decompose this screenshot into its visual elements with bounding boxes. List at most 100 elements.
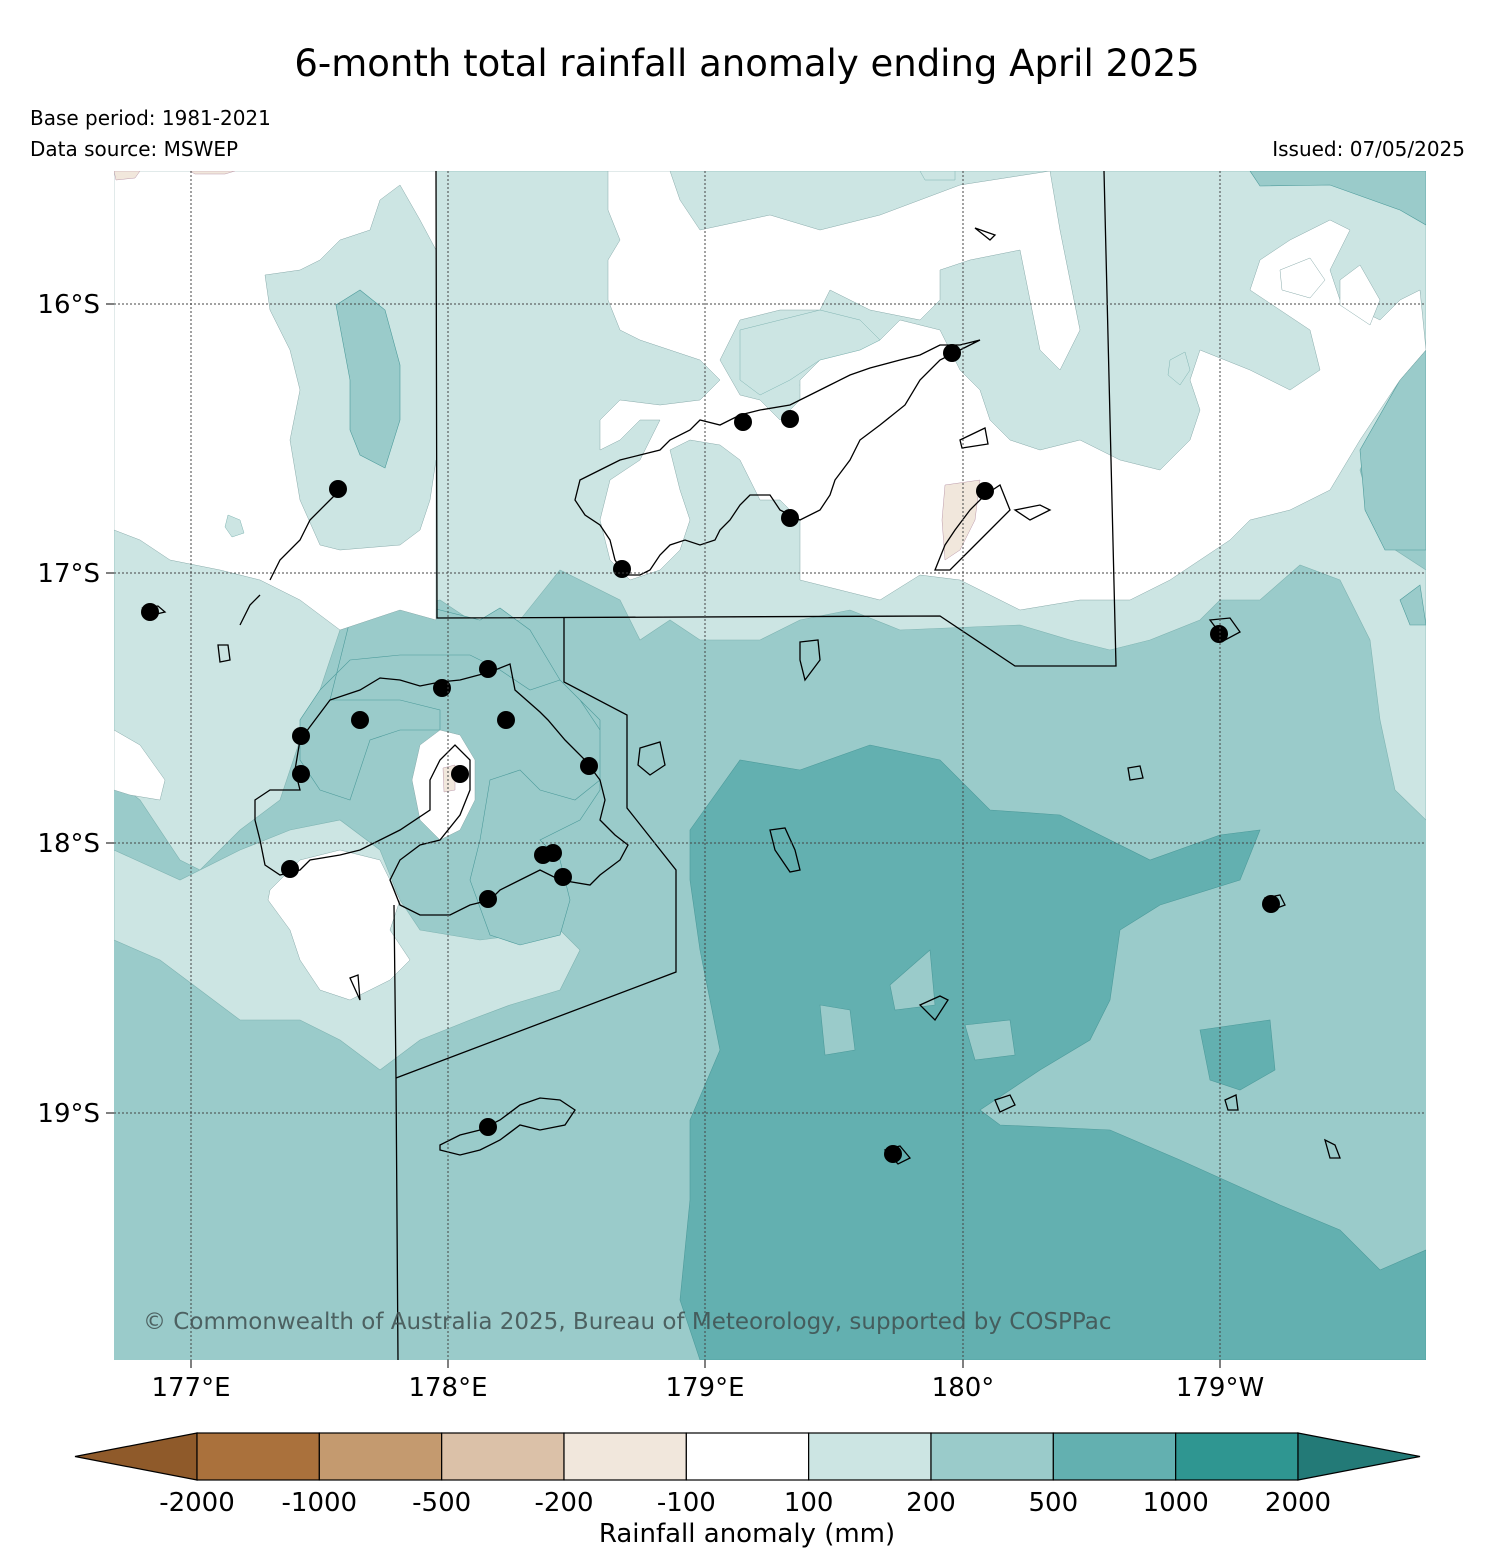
- band-200-500-viti: [299, 604, 601, 946]
- axis-labels: 16°S 17°S 18°S 19°S 177°E 178°E 179°E 18…: [37, 290, 1264, 1403]
- band-negative-patch: [941, 479, 981, 561]
- colorbar: [74, 1432, 1421, 1481]
- station-marker: [554, 868, 572, 886]
- station-marker: [451, 765, 469, 783]
- band-100-200-north-patch: [739, 309, 881, 396]
- band-neutral-east: [1279, 257, 1326, 299]
- station-marker: [479, 890, 497, 908]
- station-marker: [281, 860, 299, 878]
- station-markers: [141, 344, 1280, 1163]
- colorbar-segment: [930, 1432, 1054, 1481]
- station-marker: [781, 410, 799, 428]
- station-marker: [544, 844, 562, 862]
- colorbar-tick-label: -1000: [282, 1488, 358, 1518]
- station-marker: [497, 711, 515, 729]
- station-marker: [329, 480, 347, 498]
- lon-label: 178°E: [408, 1373, 487, 1403]
- copyright-text: © Commonwealth of Australia 2025, Bureau…: [143, 1309, 1112, 1335]
- colorbar-segment: [1175, 1432, 1299, 1481]
- band-200-500-island: [889, 949, 936, 1011]
- colorbar-extend-high: [1297, 1432, 1421, 1481]
- coast-islet: [1013, 504, 1052, 521]
- band-neutral-nw: [114, 171, 437, 631]
- band-100-200-north-patch2: [919, 171, 956, 181]
- station-marker: [943, 344, 961, 362]
- colorbar-tick-label: 1000: [1143, 1488, 1209, 1518]
- colorbar-tick-label: -2000: [159, 1488, 235, 1518]
- station-marker: [613, 560, 631, 578]
- coast-islet: [217, 644, 231, 663]
- colorbar-segment: [808, 1432, 932, 1481]
- station-marker: [580, 757, 598, 775]
- colorbar-segment: [685, 1432, 810, 1481]
- colorbar-tick-label: 2000: [1265, 1488, 1331, 1518]
- station-marker: [292, 727, 310, 745]
- station-marker: [479, 1118, 497, 1136]
- colorbar-segment: [563, 1432, 687, 1481]
- colorbar-tick-label: -500: [412, 1488, 471, 1518]
- boundary-west: [393, 904, 399, 1360]
- station-marker: [884, 1145, 902, 1163]
- band-neutral-east2: [1339, 264, 1381, 326]
- colorbar-segment: [1052, 1432, 1177, 1481]
- station-marker: [976, 482, 994, 500]
- band-200-500-ne-top: [1249, 171, 1426, 226]
- coast-islet: [1127, 765, 1144, 781]
- issued-date-text: Issued: 07/05/2025: [1272, 137, 1465, 161]
- lon-label: 179°W: [1176, 1373, 1264, 1403]
- station-marker: [1210, 625, 1228, 643]
- coast-islet: [1323, 1138, 1341, 1159]
- coast-viti-levu: [254, 663, 629, 916]
- lon-label: 180°: [932, 1373, 995, 1403]
- station-marker: [1262, 895, 1280, 913]
- coast-islet: [994, 1094, 1016, 1113]
- lat-label: 18°S: [37, 829, 100, 859]
- graticule: [114, 171, 1426, 1360]
- colorbar-tick-label: 100: [784, 1488, 834, 1518]
- band-200-500-nw: [335, 289, 401, 469]
- coast-islet: [349, 974, 361, 1001]
- lat-label: 17°S: [37, 559, 100, 589]
- station-marker: [141, 603, 159, 621]
- band-negative-patch: [114, 171, 141, 181]
- station-marker: [351, 711, 369, 729]
- anomaly-field: © Commonwealth of Australia 2025, Bureau…: [114, 171, 1426, 1360]
- colorbar-labels: -2000 -1000 -500 -200 -100 100 200 500 1000 2000: [159, 1488, 1331, 1518]
- colorbar-tick-label: -100: [657, 1488, 716, 1518]
- band-100-200-patch: [224, 514, 245, 538]
- coast-islet: [974, 227, 997, 241]
- band-500-1000: [1199, 1019, 1276, 1091]
- tick-marks: [106, 303, 1221, 1368]
- colorbar-tick-label: 200: [906, 1488, 956, 1518]
- band-200-500-island: [964, 1019, 1016, 1061]
- boundary-central: [395, 618, 677, 1079]
- coast-islet: [769, 827, 801, 873]
- data-source-text: Data source: MSWEP: [30, 137, 239, 161]
- map-title: 6-month total rainfall anomaly ending Ap…: [294, 42, 1200, 85]
- coast-islet: [959, 427, 989, 449]
- coast-vanua-levu: [574, 339, 981, 576]
- colorbar-segment: [318, 1432, 443, 1481]
- band-negative-patch: [189, 171, 236, 175]
- coast-taveuni: [934, 484, 1011, 571]
- band-100-200-east-patch: [1167, 351, 1191, 386]
- station-marker: [479, 660, 497, 678]
- station-marker: [734, 413, 752, 431]
- coast-yasawa: [239, 489, 341, 626]
- boundary-lines: [393, 171, 1117, 1360]
- colorbar-segment: [441, 1432, 565, 1481]
- lon-label: 177°E: [151, 1373, 230, 1403]
- band-200-500-east: [1399, 584, 1426, 626]
- boundary-north-box: [435, 171, 1117, 667]
- coast-islet: [918, 995, 949, 1022]
- lat-label: 16°S: [37, 290, 100, 320]
- band-200-500-island: [819, 1004, 856, 1056]
- base-period-text: Base period: 1981-2021: [30, 106, 271, 130]
- coast-islet: [799, 639, 821, 682]
- coast-islet: [637, 741, 666, 776]
- band-neutral-west: [267, 849, 411, 1001]
- station-marker: [292, 765, 310, 783]
- coast-islet: [1224, 1094, 1239, 1111]
- band-500-1000: [679, 744, 1426, 1360]
